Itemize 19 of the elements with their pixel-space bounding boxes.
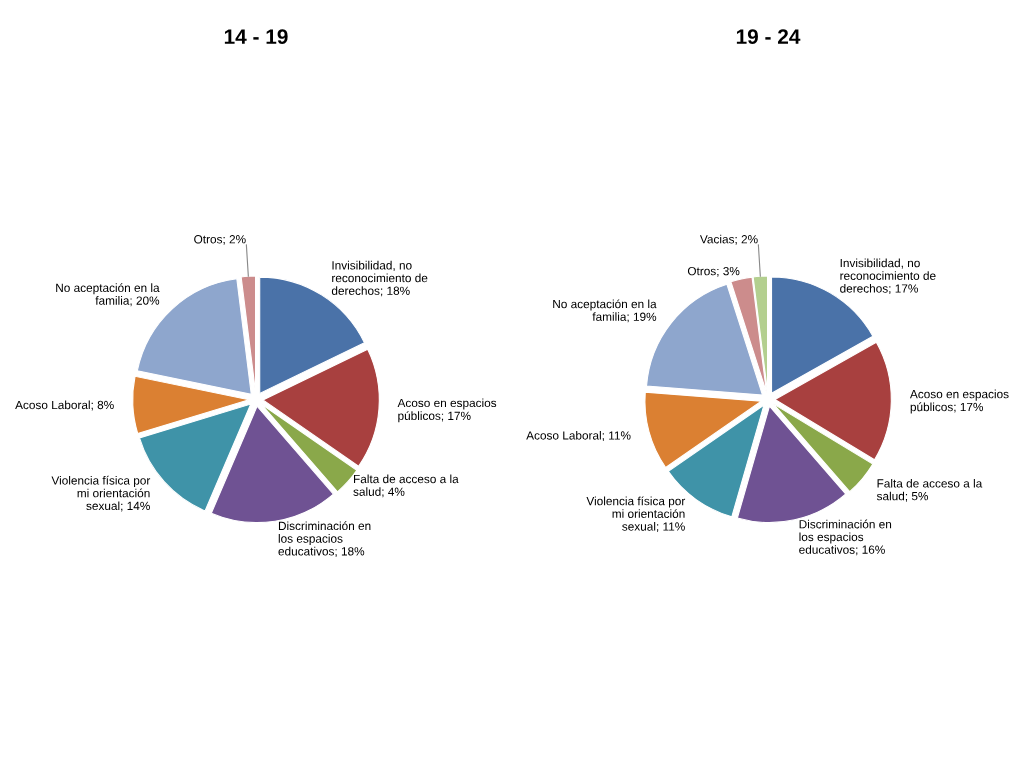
slice-label: Acoso Laboral; 11% xyxy=(526,430,631,442)
slice-label: Acoso en espacios públicos; 17% xyxy=(909,389,1009,414)
chart-title: 14 - 19 xyxy=(224,29,288,44)
slice-label: Falta de acceso a la salud; 5% xyxy=(876,478,983,502)
slice-label: Discriminación en los espacios educativos; 16% xyxy=(799,519,892,556)
slice-label: Violencia física por mi orientación sexual; 14% xyxy=(51,475,151,512)
slice-label: Otros; 3% xyxy=(687,266,740,277)
slice-label: Invisibilidad, no reconocimiento de derechos; 18% xyxy=(331,260,428,297)
slice-label: Violencia física por mi orientación sexual; 11% xyxy=(586,496,686,533)
slice-label: No aceptación en la familia; 19% xyxy=(553,299,657,323)
slice-label: Invisibilidad, no reconocimiento de derechos; 17% xyxy=(840,258,936,295)
chart-title: 19 - 24 xyxy=(736,29,801,44)
slice-label: Otros; 2% xyxy=(194,235,246,245)
slice-label: Vacias; 2% xyxy=(699,234,758,245)
slice-label: Discriminación en los espacios educativos; 18% xyxy=(278,521,371,557)
slice-label: Falta de acceso a la salud; 4% xyxy=(353,474,459,498)
slice-label: Acoso Laboral; 8% xyxy=(15,400,114,411)
slice-label: Acoso en espacios públicos; 17% xyxy=(397,398,497,423)
slice-label: No aceptación en la familia; 20% xyxy=(56,283,160,307)
